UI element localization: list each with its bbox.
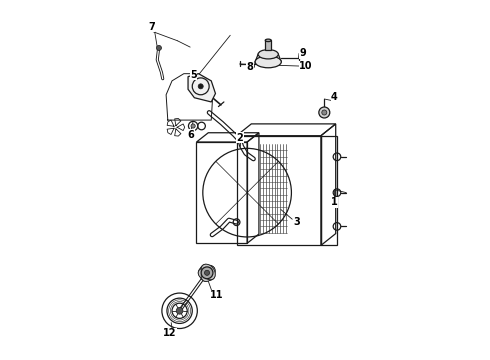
Polygon shape (201, 266, 215, 282)
Circle shape (204, 270, 210, 275)
Circle shape (191, 124, 195, 128)
Circle shape (176, 307, 183, 314)
Text: 12: 12 (163, 328, 177, 338)
Text: 4: 4 (331, 92, 338, 102)
Circle shape (201, 267, 213, 279)
Bar (237, 136, 321, 246)
Text: 8: 8 (246, 62, 253, 72)
Text: 10: 10 (299, 61, 313, 71)
Text: 6: 6 (188, 130, 195, 140)
Ellipse shape (255, 56, 281, 68)
Circle shape (198, 84, 203, 89)
Circle shape (322, 110, 327, 115)
Polygon shape (188, 74, 216, 102)
Ellipse shape (258, 50, 278, 59)
Bar (196, 142, 247, 243)
Polygon shape (198, 268, 215, 280)
Polygon shape (201, 264, 215, 280)
Polygon shape (199, 264, 212, 281)
Ellipse shape (265, 39, 271, 42)
Text: 2: 2 (237, 133, 244, 143)
Text: 9: 9 (300, 49, 307, 58)
Text: 3: 3 (293, 217, 300, 227)
Text: 11: 11 (210, 290, 223, 300)
Bar (265, 40, 271, 50)
Circle shape (156, 45, 162, 50)
Circle shape (319, 107, 330, 118)
Text: 1: 1 (331, 197, 338, 207)
Polygon shape (198, 265, 215, 278)
Bar (321, 136, 337, 246)
Text: 5: 5 (190, 69, 197, 80)
Text: 7: 7 (148, 22, 155, 32)
